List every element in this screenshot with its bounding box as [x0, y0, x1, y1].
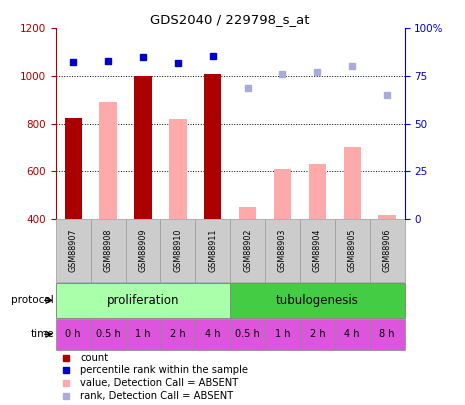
Bar [230, 283, 405, 318]
Bar [230, 319, 265, 350]
Text: time: time [30, 329, 54, 339]
Text: proliferation: proliferation [107, 294, 179, 307]
Bar [126, 319, 160, 350]
Bar [91, 219, 126, 282]
Text: count: count [80, 353, 108, 363]
Bar [370, 319, 405, 350]
Bar [274, 169, 291, 219]
Bar [204, 74, 221, 219]
Text: GSM88905: GSM88905 [348, 229, 357, 273]
Bar [344, 147, 361, 219]
Text: GSM88906: GSM88906 [383, 229, 392, 272]
Text: 4 h: 4 h [345, 329, 360, 339]
Bar [134, 76, 152, 219]
Bar [160, 319, 195, 350]
Text: tubulogenesis: tubulogenesis [276, 294, 359, 307]
Text: GSM88910: GSM88910 [173, 229, 182, 272]
Text: percentile rank within the sample: percentile rank within the sample [80, 365, 248, 375]
Text: 1 h: 1 h [275, 329, 290, 339]
Bar [309, 164, 326, 219]
Text: GSM88904: GSM88904 [313, 229, 322, 272]
Bar [56, 319, 91, 350]
Text: GSM88903: GSM88903 [278, 229, 287, 272]
Bar [195, 219, 230, 282]
Bar [335, 219, 370, 282]
Text: value, Detection Call = ABSENT: value, Detection Call = ABSENT [80, 378, 239, 388]
Text: rank, Detection Call = ABSENT: rank, Detection Call = ABSENT [80, 391, 233, 401]
Bar [56, 283, 230, 318]
Bar [91, 319, 126, 350]
Text: GSM88911: GSM88911 [208, 229, 217, 272]
Text: protocol: protocol [11, 295, 54, 305]
Bar [65, 118, 82, 219]
Text: 0.5 h: 0.5 h [235, 329, 260, 339]
Text: 0.5 h: 0.5 h [96, 329, 120, 339]
Text: 1 h: 1 h [135, 329, 151, 339]
Bar [195, 319, 230, 350]
Bar [300, 219, 335, 282]
Bar [56, 219, 91, 282]
Text: GSM88909: GSM88909 [139, 229, 147, 273]
Bar [100, 102, 117, 219]
Text: 2 h: 2 h [170, 329, 186, 339]
Bar [370, 219, 405, 282]
Bar [300, 319, 335, 350]
Text: GSM88907: GSM88907 [69, 229, 78, 273]
Bar [379, 215, 396, 219]
Title: GDS2040 / 229798_s_at: GDS2040 / 229798_s_at [150, 13, 310, 26]
Bar [160, 219, 195, 282]
Text: GSM88908: GSM88908 [104, 229, 113, 272]
Bar [126, 219, 160, 282]
Text: 8 h: 8 h [379, 329, 395, 339]
Bar [239, 207, 256, 219]
Text: 4 h: 4 h [205, 329, 220, 339]
Bar [230, 219, 265, 282]
Bar [335, 319, 370, 350]
Text: GSM88902: GSM88902 [243, 229, 252, 273]
Bar [265, 219, 300, 282]
Text: 0 h: 0 h [66, 329, 81, 339]
Bar [265, 319, 300, 350]
Bar [169, 119, 186, 219]
Text: 2 h: 2 h [310, 329, 325, 339]
